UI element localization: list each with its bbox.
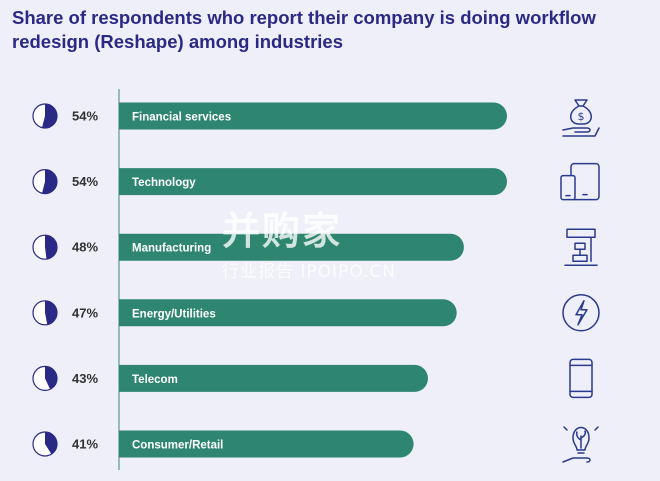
bar: [119, 233, 464, 261]
category-label: Technology: [132, 177, 196, 189]
bar: [119, 299, 457, 327]
value-label: 48%: [72, 240, 98, 255]
category-label: Telecom: [132, 374, 178, 386]
bar: [119, 102, 507, 130]
phone-icon: [569, 358, 593, 399]
pie-indicator: [32, 431, 58, 457]
lightning-icon: [562, 294, 600, 332]
pie-indicator: [32, 234, 58, 260]
machine-icon: [564, 228, 598, 266]
category-label: Manufacturing: [132, 243, 211, 255]
category-label: Consumer/Retail: [132, 440, 223, 452]
bar: [119, 430, 414, 458]
bar: [119, 168, 508, 196]
value-label: 54%: [72, 174, 98, 189]
svg-text:$: $: [578, 110, 585, 123]
value-label: 47%: [72, 305, 98, 320]
value-label: 54%: [72, 109, 98, 124]
category-label: Financial services: [132, 112, 231, 124]
category-label: Energy/Utilities: [132, 308, 216, 320]
pie-indicator: [32, 169, 58, 195]
chart-title: Share of respondents who report their co…: [12, 7, 596, 52]
pie-indicator: [32, 300, 58, 326]
money-bag-icon: $: [562, 99, 600, 137]
pie-indicator: [32, 103, 58, 129]
value-label: 43%: [72, 371, 98, 386]
lightbulb-hand-icon: [562, 426, 599, 463]
bar: [119, 364, 428, 392]
devices-icon: [560, 162, 600, 201]
pie-indicator: [32, 365, 58, 391]
value-label: 41%: [72, 437, 98, 452]
